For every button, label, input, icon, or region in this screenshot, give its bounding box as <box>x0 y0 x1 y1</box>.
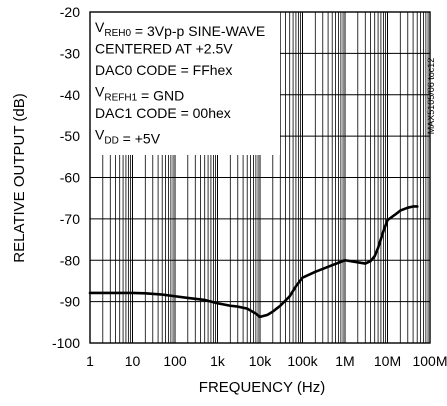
x-tick-label: 100 <box>163 353 187 369</box>
annotation-line: VREH0 = 3Vp-p SINE-WAVE <box>95 19 265 39</box>
plot-frame <box>89 11 431 344</box>
annotation-subscript: REH0 <box>104 28 131 39</box>
annotation-segment: CENTERED AT +2.5V <box>95 41 233 57</box>
series-line <box>88 205 419 319</box>
y-tick-label: -40 <box>60 87 80 103</box>
x-axis-label: FREQUENCY (Hz) <box>199 379 325 396</box>
axes: -20 -30 -40 -50 -60 -70 -80 -90 -100 1 10 100 1k 10k 1… <box>52 4 447 369</box>
y-tick-label: -20 <box>60 4 80 20</box>
annotation-line: CENTERED AT +2.5V <box>95 41 233 57</box>
annotation-box <box>90 12 280 155</box>
annotation-segment: V <box>95 127 105 143</box>
annotation-segment: DAC0 CODE = FFhex <box>95 62 232 78</box>
y-axis-label: RELATIVE OUTPUT (dB) <box>11 93 28 262</box>
x-tick-label: 100M <box>412 353 447 369</box>
annotation-line: DAC1 CODE = 00hex <box>95 105 231 121</box>
annotation-subscript: REFH1 <box>104 93 137 104</box>
y-tick-label: -70 <box>60 211 80 227</box>
annotation-segment: V <box>95 84 105 100</box>
annotation-segment: = GND <box>137 88 184 104</box>
annotation-segment: DAC1 CODE = 00hex <box>95 105 231 121</box>
figure-id-label: MAX5105/06 toc12 <box>426 58 436 135</box>
series-layer <box>88 205 419 319</box>
annotation-line: DAC0 CODE = FFhex <box>95 62 232 78</box>
x-tick-label: 1k <box>210 353 226 369</box>
x-tick-label: 1 <box>86 353 94 369</box>
y-tick-label: -80 <box>60 252 80 268</box>
x-tick-label: 10M <box>374 353 401 369</box>
annotation-segment: = +5V <box>119 131 161 147</box>
x-tick-label: 100k <box>287 353 318 369</box>
y-tick-label: -30 <box>60 45 80 61</box>
annotation-segment: V <box>95 19 105 35</box>
y-tick-label: -90 <box>60 294 80 310</box>
annotation-subscript: DD <box>104 136 118 147</box>
x-tick-label: 10 <box>125 353 141 369</box>
x-tick-label: 10k <box>249 353 273 369</box>
y-tick-label: -60 <box>60 170 80 186</box>
annotation-line: VREFH1 = GND <box>95 84 184 104</box>
y-tick-label: -50 <box>60 128 80 144</box>
x-tick-label: 1M <box>335 353 354 369</box>
annotation-segment: = 3Vp-p SINE-WAVE <box>131 23 265 39</box>
y-tick-label: -100 <box>52 335 80 351</box>
annotation-line: VDD = +5V <box>95 127 161 147</box>
